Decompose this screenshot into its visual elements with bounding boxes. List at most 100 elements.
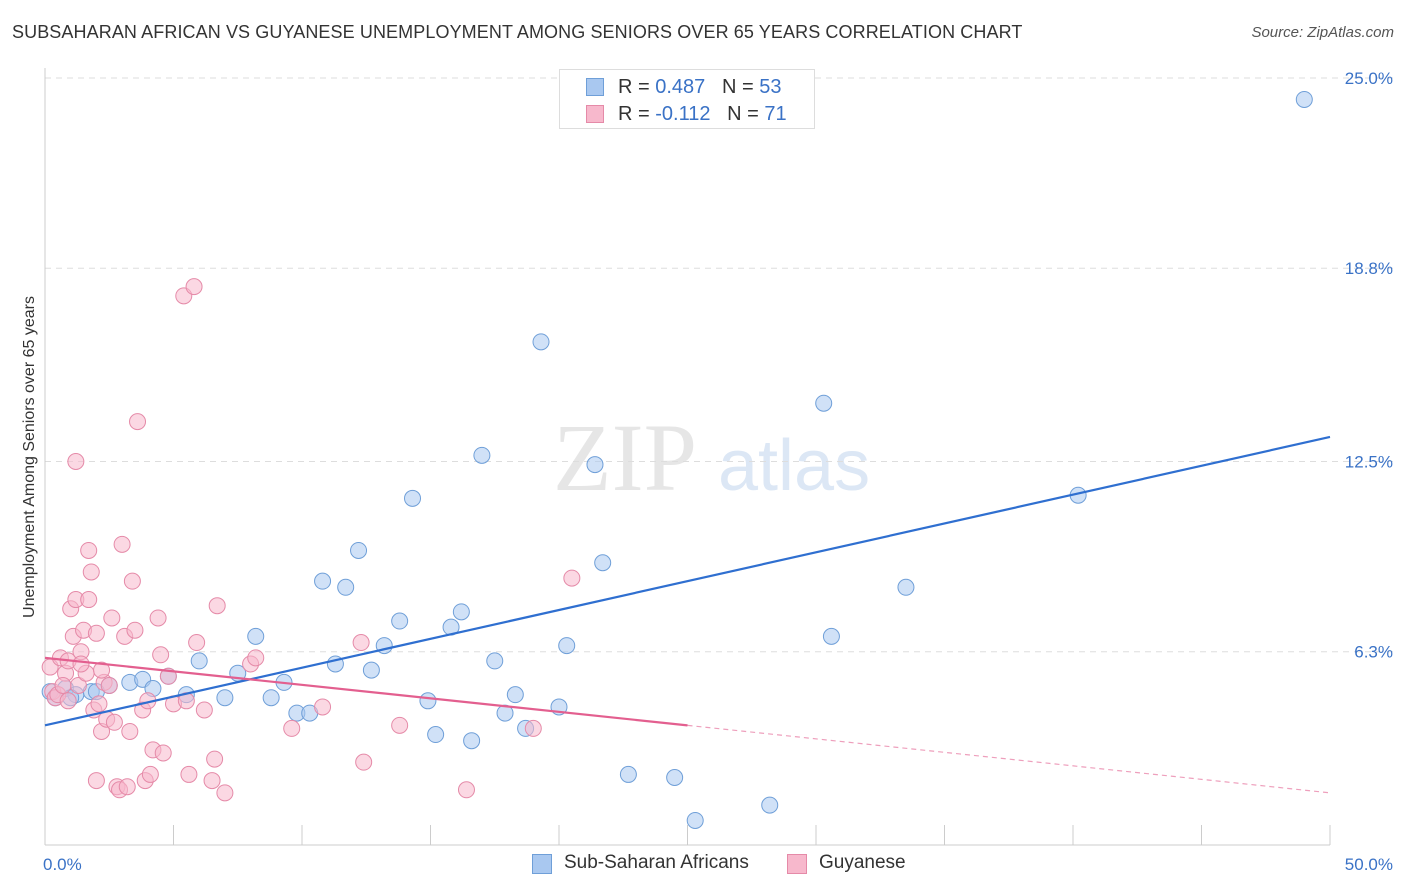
n-label: N = bbox=[721, 76, 760, 98]
data-point bbox=[473, 446, 491, 464]
data-point bbox=[486, 652, 504, 670]
data-point bbox=[180, 765, 198, 783]
data-point bbox=[337, 578, 355, 596]
data-point bbox=[350, 541, 368, 559]
data-point bbox=[118, 778, 136, 796]
data-point bbox=[72, 655, 90, 673]
r-value: 0.487 bbox=[655, 76, 706, 98]
data-point bbox=[67, 453, 85, 470]
data-point bbox=[352, 634, 370, 652]
data-points bbox=[41, 90, 1313, 829]
data-point bbox=[121, 722, 139, 740]
source-label: Source: ZipAtlas.com bbox=[1251, 24, 1394, 41]
data-point bbox=[90, 695, 108, 713]
data-point bbox=[457, 781, 475, 799]
data-point bbox=[283, 719, 301, 737]
tick-labels: 6.3% 12.5% 18.8% 25.0% 0.0% 50.0% bbox=[43, 69, 1393, 874]
data-point bbox=[452, 603, 470, 621]
data-point bbox=[897, 578, 915, 596]
data-point bbox=[391, 612, 409, 630]
x-tick-label-min: 0.0% bbox=[43, 855, 82, 874]
data-point bbox=[152, 646, 170, 664]
data-point bbox=[59, 692, 77, 710]
data-point bbox=[190, 652, 208, 670]
data-point bbox=[524, 719, 542, 737]
data-point bbox=[195, 701, 213, 719]
legend-text: R = 0.487 N = 53 bbox=[618, 76, 781, 99]
data-point bbox=[558, 637, 576, 655]
data-point bbox=[113, 535, 131, 553]
data-point bbox=[126, 621, 144, 639]
data-point bbox=[619, 765, 637, 783]
data-point bbox=[463, 732, 481, 750]
data-point bbox=[586, 456, 604, 474]
data-point bbox=[563, 569, 581, 587]
data-point bbox=[247, 627, 265, 645]
r-label: R = bbox=[618, 103, 656, 125]
data-point bbox=[362, 661, 380, 679]
data-point bbox=[355, 753, 373, 771]
data-point bbox=[82, 563, 100, 581]
data-point bbox=[594, 554, 612, 572]
data-point bbox=[666, 769, 684, 787]
data-point bbox=[203, 772, 221, 790]
data-point bbox=[129, 413, 147, 431]
trend-line-guyanese-extension bbox=[687, 724, 1331, 794]
r-label: R = bbox=[618, 76, 656, 98]
x-tick-label-max: 50.0% bbox=[1345, 855, 1393, 874]
series-legend: Sub-Saharan Africans Guyanese bbox=[0, 852, 1406, 876]
data-point bbox=[404, 489, 422, 507]
n-value: 71 bbox=[764, 103, 787, 125]
data-point bbox=[103, 609, 121, 627]
legend-swatch-subsaharan bbox=[586, 78, 604, 96]
data-point bbox=[105, 713, 123, 731]
correlation-legend: R = 0.487 N = 53 R = -0.112 N = 71 bbox=[559, 69, 815, 129]
n-value: 53 bbox=[759, 76, 782, 98]
data-point bbox=[314, 572, 332, 590]
y-tick-label: 6.3% bbox=[1354, 643, 1393, 662]
data-point bbox=[141, 765, 159, 783]
data-point bbox=[54, 676, 72, 694]
r-value: -0.112 bbox=[655, 103, 711, 125]
data-point bbox=[206, 750, 224, 768]
data-point bbox=[87, 624, 105, 642]
legend-swatch-guyanese bbox=[586, 105, 604, 123]
watermark: ZIP atlas bbox=[553, 404, 870, 511]
data-point bbox=[80, 541, 98, 559]
data-point bbox=[506, 686, 524, 704]
series-guyanese-points bbox=[41, 278, 581, 802]
y-tick-label: 12.5% bbox=[1345, 453, 1393, 472]
data-point bbox=[815, 394, 833, 412]
grid bbox=[45, 77, 1395, 653]
data-point bbox=[123, 572, 141, 590]
series-label: Sub-Saharan Africans bbox=[564, 852, 749, 873]
series-swatch-subsaharan bbox=[532, 854, 552, 874]
data-point bbox=[822, 627, 840, 645]
data-point bbox=[80, 591, 98, 609]
series-label: Guyanese bbox=[819, 852, 906, 873]
data-point bbox=[247, 649, 265, 667]
trend-line-guyanese bbox=[44, 656, 688, 727]
data-point bbox=[216, 784, 234, 802]
data-point bbox=[149, 609, 167, 627]
watermark-atlas: atlas bbox=[718, 426, 870, 506]
axes bbox=[44, 68, 1331, 846]
data-point bbox=[427, 726, 445, 744]
trend-lines bbox=[44, 435, 1331, 794]
data-point bbox=[188, 634, 206, 652]
data-point bbox=[208, 597, 226, 615]
data-point bbox=[1295, 90, 1313, 108]
series-swatch-guyanese bbox=[787, 854, 807, 874]
data-point bbox=[100, 676, 118, 694]
data-point bbox=[87, 772, 105, 790]
trend-line-subsaharan bbox=[44, 435, 1331, 727]
data-point bbox=[216, 689, 234, 707]
legend-text: R = -0.112 N = 71 bbox=[618, 103, 787, 126]
data-point bbox=[262, 689, 280, 707]
data-point bbox=[761, 796, 779, 814]
data-point bbox=[419, 692, 437, 710]
watermark-zip: ZIP bbox=[553, 404, 697, 511]
data-point bbox=[185, 278, 203, 296]
data-point bbox=[686, 811, 704, 829]
data-point bbox=[154, 744, 172, 762]
